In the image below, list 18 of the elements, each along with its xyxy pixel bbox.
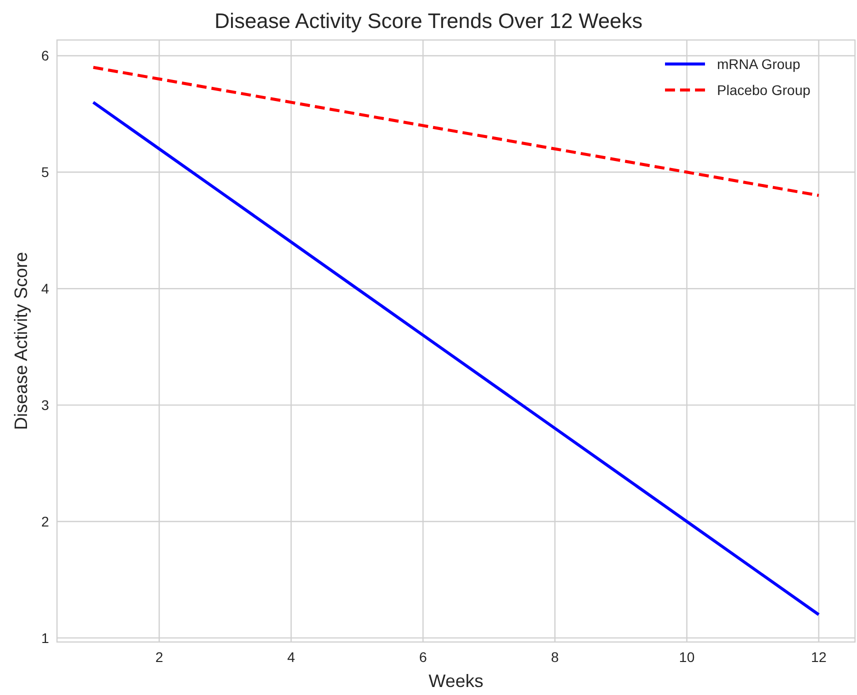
- x-tick-label: 2: [155, 649, 164, 665]
- y-tick-label: 2: [41, 513, 50, 530]
- chart-title: Disease Activity Score Trends Over 12 Weeks: [214, 10, 642, 33]
- legend-label: Placebo Group: [717, 82, 811, 98]
- y-tick-label: 4: [41, 280, 50, 297]
- y-tick-label: 3: [41, 397, 50, 414]
- x-tick-label: 8: [551, 649, 560, 665]
- x-tick-label: 10: [679, 649, 695, 665]
- x-tick-label: 6: [419, 649, 428, 665]
- line-series: [92, 100, 820, 616]
- x-tick-label: 4: [287, 649, 296, 665]
- x-tick-label: 12: [810, 649, 827, 665]
- x-axis-title: Weeks: [428, 671, 484, 691]
- legend-label: mRNA Group: [717, 56, 800, 72]
- y-tick-label: 1: [41, 630, 50, 646]
- y-axis-title: Disease Activity Score: [11, 252, 31, 430]
- y-tick-label: 6: [41, 48, 50, 64]
- y-tick-label: 5: [41, 164, 50, 180]
